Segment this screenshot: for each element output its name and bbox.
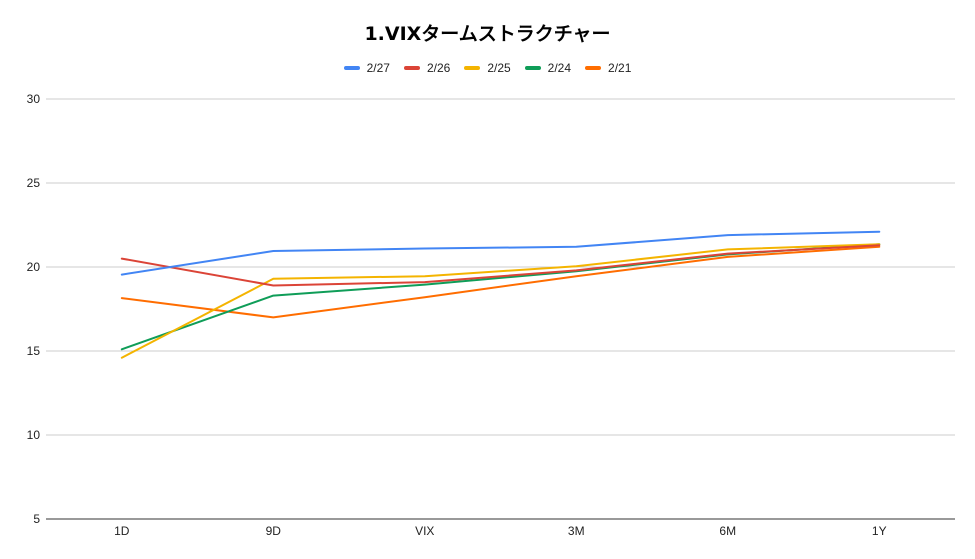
y-tick-label: 25 [27,176,41,190]
legend-label: 2/24 [547,61,572,75]
legend-item: 2/26 [403,61,451,75]
x-tick-label: 3M [568,524,585,538]
y-tick-label: 20 [27,260,41,274]
legend-label: 2/21 [608,61,632,75]
legend-item: 2/27 [343,61,390,75]
series-line-2-27 [120,230,881,276]
legend-label: 2/25 [487,61,511,75]
legend-label: 2/26 [426,61,451,75]
y-tick-label: 15 [27,344,41,358]
chart-legend: 2/27 2/26 2/25 2/24 2/21 [0,61,975,75]
series-line-2-21 [120,245,881,319]
x-tick-label: 6M [719,524,736,538]
x-tick-label: 9D [266,524,282,538]
legend-swatch [343,66,360,70]
y-tick-label: 5 [33,512,40,526]
series-line-2-26 [120,244,881,287]
legend-label: 2/27 [366,61,390,75]
x-tick-label: 1D [114,524,130,538]
legend-item: 2/25 [464,61,511,75]
x-tick-label: 1Y [872,524,887,538]
legend-swatch [524,66,541,70]
y-tick-label: 30 [27,92,41,106]
legend-item: 2/24 [524,61,572,75]
chart-title: 1.VIXタームストラクチャー [364,23,611,45]
series-line-2-24 [120,243,881,351]
legend-item: 2/21 [585,61,631,75]
legend-swatch [403,66,420,70]
series-line-2-25 [120,243,881,359]
x-tick-label: VIX [415,524,434,538]
legend-swatch [585,66,602,70]
legend-swatch [464,66,481,70]
y-tick-label: 10 [27,428,41,442]
